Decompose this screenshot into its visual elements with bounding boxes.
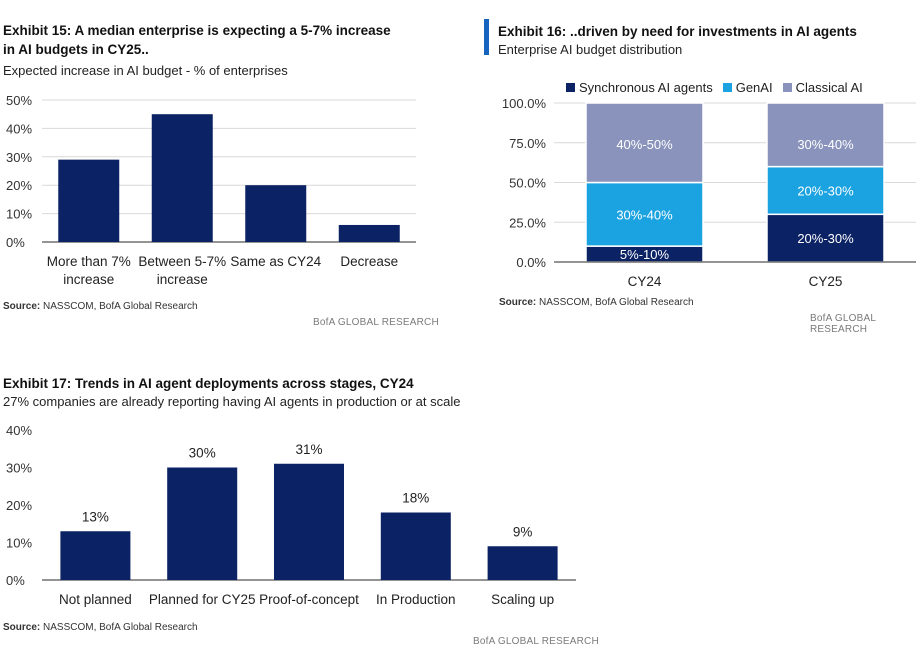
stacked-segment bbox=[766, 213, 885, 263]
exhibit-16-title: Exhibit 16: ..driven by need for investm… bbox=[498, 24, 857, 39]
legend-swatch bbox=[722, 83, 732, 92]
segment-label: 30%-40% bbox=[797, 137, 854, 152]
segment-label: 20%-30% bbox=[797, 183, 854, 198]
data-label: 31% bbox=[295, 442, 322, 457]
x-tick-label: More than 7% bbox=[47, 254, 131, 269]
exhibit-16-accent-bar bbox=[484, 19, 489, 55]
exhibit-15-source-text: NASSCOM, BofA Global Research bbox=[40, 301, 198, 312]
exhibit-17-subtitle: 27% companies are already reporting havi… bbox=[3, 394, 461, 409]
segment-label: 40%-50% bbox=[616, 137, 673, 152]
legend-label: Classical AI bbox=[795, 80, 863, 95]
data-label: 13% bbox=[82, 509, 109, 524]
legend-item: Classical AI bbox=[782, 80, 863, 95]
exhibit-17-brand: BofA GLOBAL RESEARCH bbox=[473, 636, 599, 647]
x-tick-label: CY24 bbox=[628, 274, 662, 289]
stacked-segment bbox=[766, 102, 885, 168]
y-tick-label: 50.0% bbox=[509, 176, 546, 191]
exhibit-17-chart: 0% 10% 20% 30% 40% 13% Not planned 30% Planned f… bbox=[6, 423, 576, 607]
y-tick-label: 10% bbox=[6, 207, 32, 222]
legend-swatch bbox=[566, 83, 575, 92]
exhibit-15-title: Exhibit 15: A median enterprise is expec… bbox=[3, 23, 391, 57]
bar bbox=[60, 531, 131, 580]
exhibit-15-source-label: Source: bbox=[3, 301, 41, 312]
data-label: 18% bbox=[402, 491, 429, 506]
bar bbox=[151, 114, 213, 242]
y-tick-label: 100.0% bbox=[502, 96, 547, 111]
exhibit-17-title: Exhibit 17: Trends in AI agent deploymen… bbox=[3, 376, 414, 391]
y-tick-label: 0.0% bbox=[516, 255, 546, 270]
exhibit-16-source: Source: NASSCOM, BofA Global Research bbox=[499, 297, 694, 308]
y-tick-label: 25.0% bbox=[509, 215, 546, 230]
data-label: 9% bbox=[513, 524, 533, 539]
x-tick-label: increase bbox=[63, 272, 114, 287]
exhibit-16-source-label: Source: bbox=[499, 297, 537, 308]
y-tick-label: 50% bbox=[6, 93, 32, 108]
x-tick-label: increase bbox=[157, 272, 208, 287]
legend-swatch bbox=[782, 83, 792, 92]
x-tick-label: Proof-of-concept bbox=[259, 592, 359, 607]
exhibit-17-source: Source: NASSCOM, BofA Global Research bbox=[3, 622, 198, 633]
bar bbox=[58, 159, 120, 242]
bar bbox=[245, 185, 307, 242]
x-tick-label: In Production bbox=[376, 592, 456, 607]
exhibit-15-subtitle: Expected increase in AI budget - % of en… bbox=[3, 63, 288, 78]
y-tick-label: 20% bbox=[6, 498, 32, 513]
legend-label: GenAI bbox=[735, 80, 773, 95]
y-tick-label: 30% bbox=[6, 150, 32, 165]
exhibit-16-brand: BofA GLOBAL RESEARCH bbox=[810, 313, 876, 335]
exhibit-16-subtitle: Enterprise AI budget distribution bbox=[498, 42, 683, 57]
legend-label: Synchronous AI agents bbox=[579, 80, 713, 95]
exhibit-17: Exhibit 17: Trends in AI agent deploymen… bbox=[3, 374, 603, 411]
x-tick-label: Planned for CY25 bbox=[149, 592, 256, 607]
legend-item: Synchronous AI agents bbox=[566, 80, 713, 95]
exhibit-16: Exhibit 16: ..driven by need for investm… bbox=[498, 22, 918, 59]
y-tick-label: 0% bbox=[6, 573, 25, 588]
y-tick-label: 20% bbox=[6, 178, 32, 193]
y-tick-label: 10% bbox=[6, 536, 32, 551]
y-tick-label: 40% bbox=[6, 121, 32, 136]
exhibit-17-source-label: Source: bbox=[3, 622, 41, 633]
y-tick-label: 40% bbox=[6, 423, 32, 438]
segment-label: 30%-40% bbox=[616, 207, 673, 222]
exhibit-15-source: Source: NASSCOM, BofA Global Research bbox=[3, 301, 198, 312]
exhibit-15-brand: BofA GLOBAL RESEARCH bbox=[313, 317, 439, 328]
stacked-segment bbox=[585, 102, 704, 184]
exhibit-17-source-text: NASSCOM, BofA Global Research bbox=[40, 622, 198, 633]
y-tick-label: 0% bbox=[6, 235, 25, 250]
x-tick-label: Between 5-7% bbox=[138, 254, 226, 269]
exhibit-16-source-text: NASSCOM, BofA Global Research bbox=[536, 297, 694, 308]
exhibit-16-chart: 0.0% 25.0% 50.0% 75.0% 100.0% 5%-10% 30%-40% 40… bbox=[502, 96, 916, 289]
x-tick-label: Decrease bbox=[340, 254, 398, 269]
bar bbox=[167, 467, 238, 580]
bar bbox=[487, 546, 558, 580]
stacked-segment bbox=[766, 165, 885, 216]
x-tick-label: Not planned bbox=[59, 592, 132, 607]
legend-item: GenAI bbox=[722, 80, 773, 95]
segment-label: 5%-10% bbox=[620, 247, 670, 262]
bar bbox=[274, 463, 344, 580]
y-tick-label: 30% bbox=[6, 461, 32, 476]
exhibit-15-chart: 0% 10% 20% 30% 40% 50% More than 7% increase Bet… bbox=[6, 93, 416, 287]
exhibit-16-legend: Synchronous AI agents GenAI Classical AI bbox=[566, 79, 873, 97]
y-tick-label: 75.0% bbox=[509, 136, 546, 151]
data-label: 30% bbox=[189, 446, 216, 461]
x-tick-label: Same as CY24 bbox=[230, 254, 321, 269]
x-tick-label: Scaling up bbox=[491, 592, 554, 607]
exhibit-15: Exhibit 15: A median enterprise is expec… bbox=[3, 21, 423, 80]
x-tick-label: CY25 bbox=[809, 274, 843, 289]
bar bbox=[380, 512, 451, 580]
bar bbox=[338, 224, 400, 242]
segment-label: 20%-30% bbox=[797, 231, 854, 246]
